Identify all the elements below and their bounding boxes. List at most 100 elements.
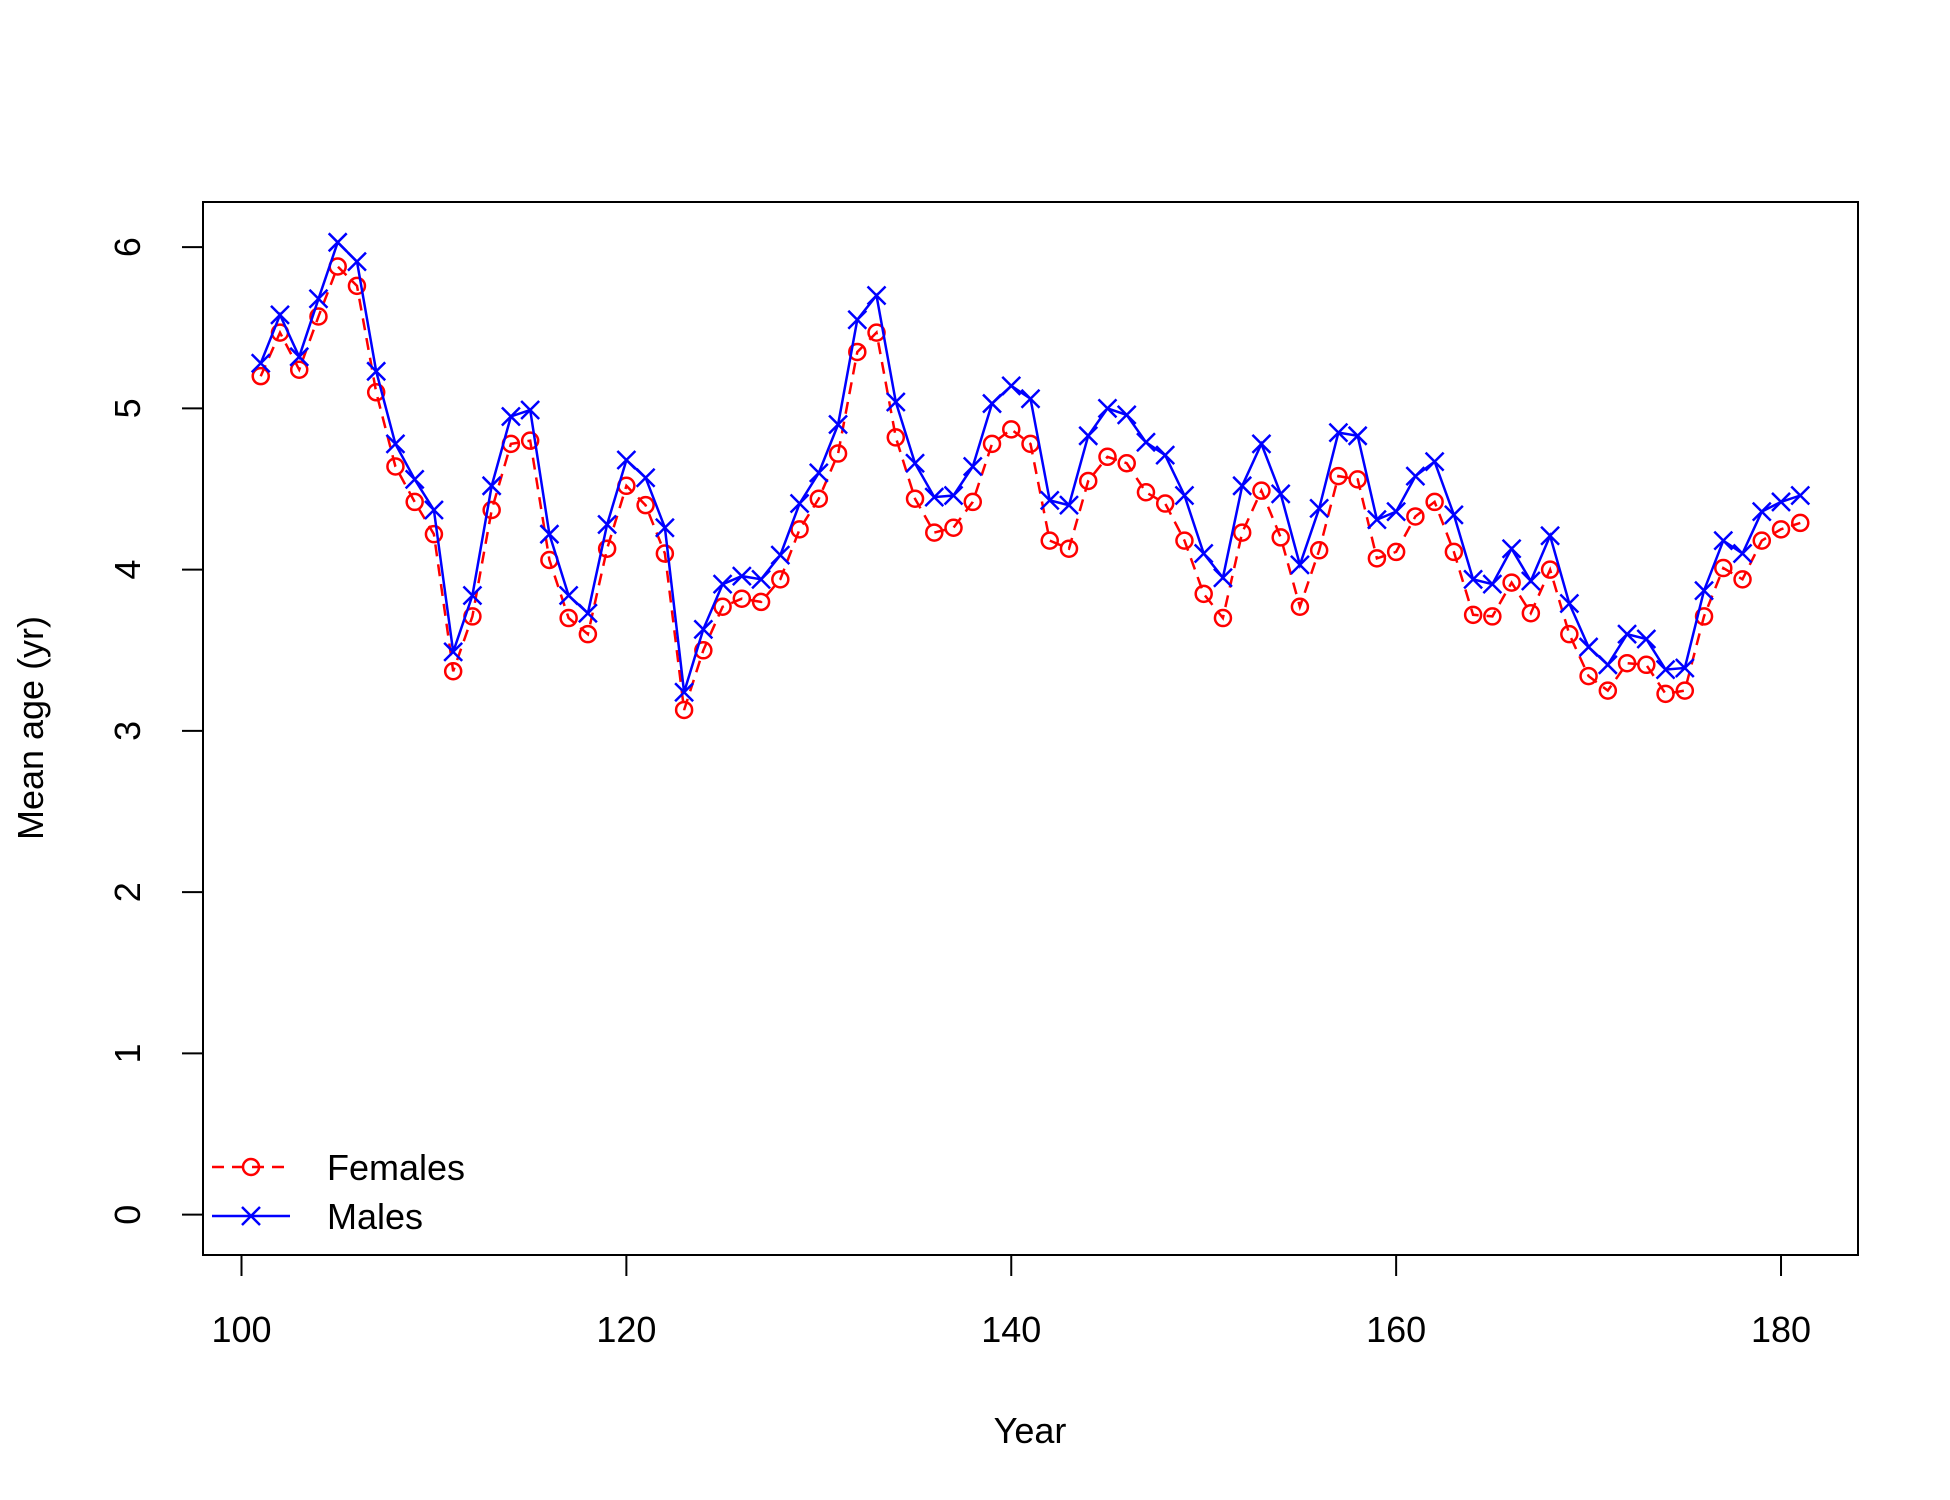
x-tick-label: 120: [596, 1309, 656, 1350]
data-point-females: [1540, 560, 1560, 579]
data-point-females: [559, 608, 578, 628]
data-point-males: [424, 500, 444, 520]
data-point-females: [1521, 603, 1541, 623]
data-point-females: [732, 589, 752, 608]
data-point-males: [366, 361, 387, 382]
data-point-males: [1501, 538, 1522, 559]
data-point-males: [289, 346, 310, 367]
data-point-females: [1175, 531, 1194, 550]
data-point-males: [962, 456, 983, 477]
data-point-males: [1713, 530, 1734, 551]
data-point-females: [1386, 542, 1406, 562]
data-point-males: [1347, 425, 1368, 446]
data-point-males: [1097, 398, 1118, 419]
data-point-females: [482, 500, 501, 520]
series-females: [251, 257, 1810, 720]
data-point-females: [366, 383, 386, 402]
data-point-males: [404, 469, 425, 490]
data-point-males: [1386, 501, 1407, 522]
data-point-females: [886, 428, 906, 447]
data-point-males: [443, 642, 464, 662]
data-point-males: [1559, 593, 1580, 614]
data-point-females: [1155, 494, 1175, 513]
data-point-males: [1424, 451, 1445, 472]
data-point-females: [790, 520, 809, 539]
data-point-males: [462, 585, 483, 606]
series-line-females: [259, 264, 1801, 711]
y-tick-label: 4: [107, 560, 148, 580]
y-axis-label: Mean age (yr): [10, 616, 51, 840]
data-point-females: [809, 489, 829, 508]
data-point-females: [309, 307, 328, 326]
data-point-males: [597, 514, 618, 535]
data-point-females: [1617, 653, 1637, 673]
data-point-males: [1059, 495, 1079, 516]
data-point-males: [982, 393, 1002, 414]
data-point-females: [1136, 483, 1156, 502]
data-point-males: [847, 309, 868, 330]
data-point-males: [1001, 375, 1022, 396]
data-point-males: [751, 569, 771, 590]
data-point-females: [347, 276, 367, 296]
data-point-females: [1444, 542, 1464, 562]
data-point-females: [848, 342, 867, 362]
legend-item-females: Females: [212, 1147, 465, 1188]
y-tick-label: 1: [107, 1043, 148, 1063]
data-point-males: [1405, 466, 1426, 487]
data-point-females: [1309, 541, 1329, 560]
y-tick-label: 2: [107, 882, 148, 902]
data-point-females: [1637, 655, 1656, 675]
data-point-females: [1714, 558, 1733, 578]
data-point-males: [1270, 483, 1291, 504]
x-axis-label: Year: [994, 1410, 1067, 1451]
data-point-females: [1290, 597, 1310, 617]
data-point-females: [1560, 624, 1579, 644]
data-point-males: [347, 251, 367, 272]
y-tick-label: 5: [107, 398, 148, 418]
data-point-males: [616, 450, 637, 470]
data-point-males: [885, 392, 906, 412]
data-point-males: [327, 232, 348, 253]
data-point-females: [925, 523, 944, 542]
data-point-females: [386, 457, 405, 476]
data-point-males: [1078, 425, 1099, 446]
data-point-females: [1579, 666, 1598, 686]
data-point-females: [1694, 607, 1714, 626]
data-point-males: [1463, 569, 1484, 590]
data-point-females: [1252, 481, 1271, 500]
data-point-males: [481, 475, 502, 496]
y-tick-label: 0: [107, 1205, 148, 1225]
data-point-males: [1771, 492, 1791, 512]
data-point-males: [1694, 580, 1714, 601]
data-point-males: [943, 485, 964, 506]
data-point-males: [1617, 624, 1637, 645]
data-point-females: [1078, 471, 1098, 491]
data-point-females: [1002, 420, 1021, 439]
data-point-females: [251, 366, 270, 386]
data-point-males: [1674, 658, 1695, 678]
data-point-females: [1752, 531, 1772, 550]
data-point-males: [828, 414, 848, 435]
data-point-males: [1116, 404, 1137, 425]
data-point-males: [520, 400, 541, 420]
data-point-males: [1597, 654, 1618, 675]
y-tick-label: 6: [107, 237, 148, 257]
data-point-females: [1329, 466, 1348, 486]
legend-marker-females: [241, 1157, 261, 1177]
data-point-males: [501, 406, 521, 427]
data-point-males: [1251, 434, 1272, 454]
data-point-females: [1271, 528, 1290, 547]
data-point-females: [1213, 608, 1233, 628]
data-point-females: [944, 518, 963, 537]
data-point-females: [1656, 684, 1675, 704]
data-point-females: [655, 544, 675, 563]
data-point-females: [578, 624, 598, 644]
data-point-females: [636, 495, 655, 515]
data-point-females: [1675, 681, 1695, 700]
legend: Females Males: [212, 1147, 465, 1237]
series-layer: [250, 232, 1811, 720]
data-point-males: [1136, 432, 1156, 453]
data-point-males: [789, 493, 810, 514]
data-point-males: [1482, 574, 1503, 595]
